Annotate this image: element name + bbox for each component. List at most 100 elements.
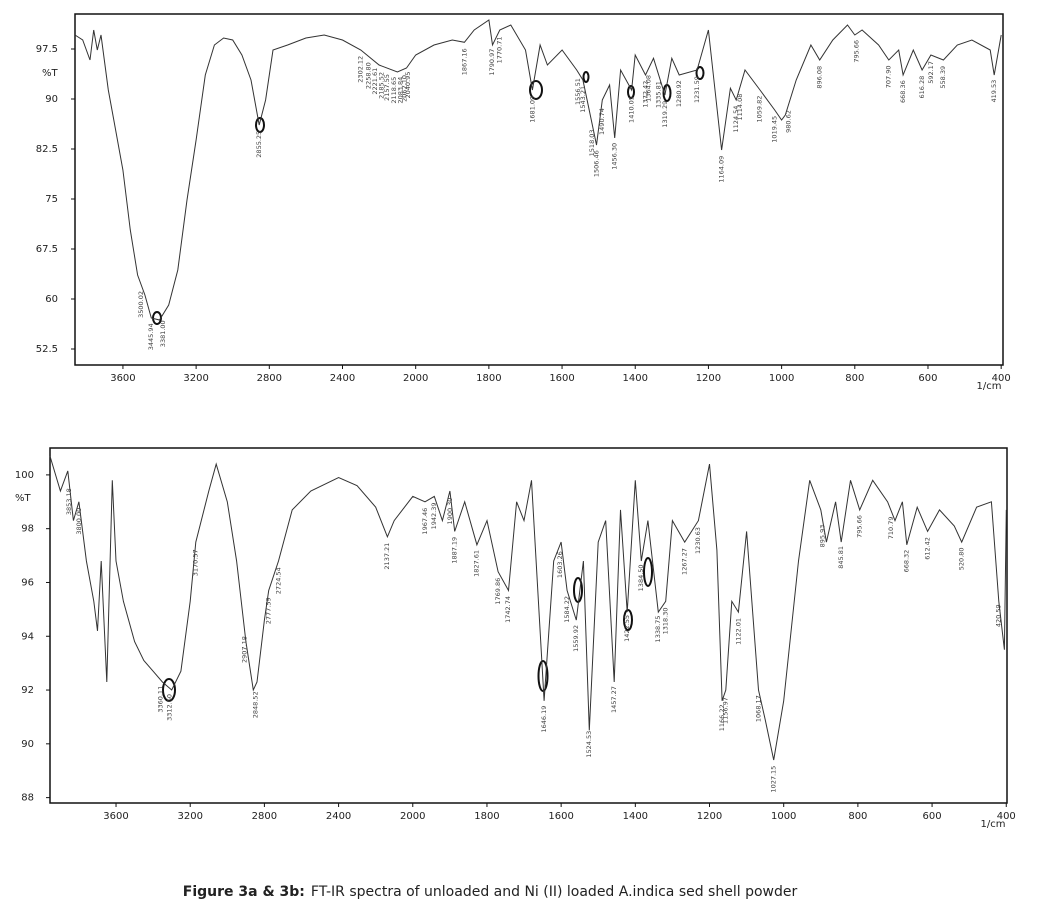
y-tick-label: 100 [15,470,34,481]
peak-label: 1742.74 [504,596,512,623]
peak-label: 1318.30 [662,607,670,634]
peak-label: 1559.92 [572,625,580,652]
peak-label: 3312.60 [165,694,173,721]
peak-marker [529,80,543,100]
peak-label: 1867.16 [460,48,468,75]
peak-label: 1967.46 [421,508,429,535]
peak-label: 1114.08 [736,94,744,121]
x-tick-label: 800 [845,373,864,384]
x-tick-label: 1000 [769,373,794,384]
peak-label: 612.42 [924,537,932,560]
y-tick-label: 94 [21,631,34,642]
peak-label: 1490.74 [598,108,606,135]
x-tick-label: 400 [997,811,1016,822]
peak-marker [623,609,633,631]
peak-marker [537,660,549,692]
x-axis-label: 1/cm [981,819,1006,830]
x-tick-label: 400 [992,373,1011,384]
peak-label: 1027.15 [770,766,778,793]
y-tick-label: 60 [45,294,58,305]
peak-label: 1543.21 [579,86,587,113]
peak-label: 420.59 [995,604,1003,627]
peak-marker [695,66,705,80]
peak-label: 2724.54 [274,567,282,594]
peak-label: 1019.45 [770,116,778,143]
peak-label: 710.79 [887,517,895,540]
x-tick-label: 2400 [326,811,351,822]
x-tick-label: 1800 [474,811,499,822]
peak-marker [582,71,590,83]
x-tick-label: 2400 [330,373,355,384]
peak-label: 1164.09 [718,156,726,183]
peak-label: 1456.30 [611,143,619,170]
spectrum-line [49,455,1007,761]
peak-label: 1410.05 [628,96,636,123]
peak-label: 896.08 [816,66,824,89]
x-tick-label: 1000 [771,811,796,822]
peak-label: 1646.19 [540,706,548,733]
y-tick-label: 90 [21,739,34,750]
peak-label: 2258.80 [364,62,372,89]
x-tick-label: 1800 [476,373,501,384]
x-tick-label: 600 [918,373,937,384]
peak-label: 1280.92 [675,80,683,107]
peak-label: 1384.50 [637,564,645,591]
peak-label: 2040.95 [404,72,412,99]
peak-label: 2777.59 [265,597,273,624]
peak-label: 2221.61 [371,68,379,95]
peak-label: 3381.00 [159,320,167,347]
peak-label: 1524.53 [585,731,593,758]
caption-label: Figure 3a & 3b: [182,884,305,900]
x-tick-label: 1200 [697,811,722,822]
peak-label: 2855.25 [255,131,263,158]
peak-label: 1518.03 [588,129,596,156]
peak-label: 1059.82 [756,96,764,123]
peak-label: 1338.75 [654,616,662,643]
y-tick-label: 67.5 [36,244,58,255]
peak-label: 1231.59 [693,76,701,103]
peak-label: 1900.30 [446,498,454,525]
peak-label: 2848.52 [251,691,259,718]
spectrum-line [74,19,1002,321]
peak-label: 2907.18 [240,636,248,663]
y-tick-label: 52.5 [36,344,58,355]
peak-label: 1556.51 [574,78,582,105]
peak-label: 1681.09 [528,96,536,123]
peak-label: 795.66 [852,40,860,63]
peak-label: 1506.46 [592,150,600,177]
peak-label: 2185.52 [378,72,386,99]
x-tick-label: 3200 [183,373,208,384]
peak-label: 668.36 [899,80,907,103]
plot-frame [49,447,1008,804]
peak-label: 1372.42 [641,81,649,108]
peak-label: 1457.27 [610,686,618,713]
peak-label: 558.39 [939,66,947,89]
y-axis-label: %T [42,68,59,79]
y-tick-label: 82.5 [36,144,58,155]
peak-label: 1156.97 [721,697,729,724]
x-tick-label: 2800 [252,811,277,822]
x-tick-label: 2000 [403,373,428,384]
peak-label: 592.17 [927,61,935,84]
x-tick-label: 800 [848,811,867,822]
y-tick-label: 88 [21,793,34,804]
peak-label: 1584.22 [563,596,571,623]
x-tick-label: 3600 [110,373,135,384]
x-tick-label: 3600 [103,811,128,822]
peak-label: 1230.63 [694,527,702,554]
peak-label: 2137.21 [383,543,391,570]
peak-label: 3500.02 [137,291,145,318]
peak-label: 668.32 [903,550,911,573]
peak-marker [255,117,265,133]
peak-label: 520.80 [957,547,965,570]
caption: Figure 3a & 3b: FT-IR spectra of unloaded… [0,884,980,900]
peak-label: 3170.57 [192,549,200,576]
peak-label: 3800.00 [75,508,83,535]
peak-label: 1887.19 [451,537,459,564]
x-tick-label: 1400 [623,373,648,384]
peak-label: 1790.97 [488,49,496,76]
peak-label: 1769.86 [494,578,502,605]
peak-label: 1124.54 [732,106,740,133]
peak-label: 3445.94 [147,323,155,350]
x-axis-label: 1/cm [977,381,1002,392]
